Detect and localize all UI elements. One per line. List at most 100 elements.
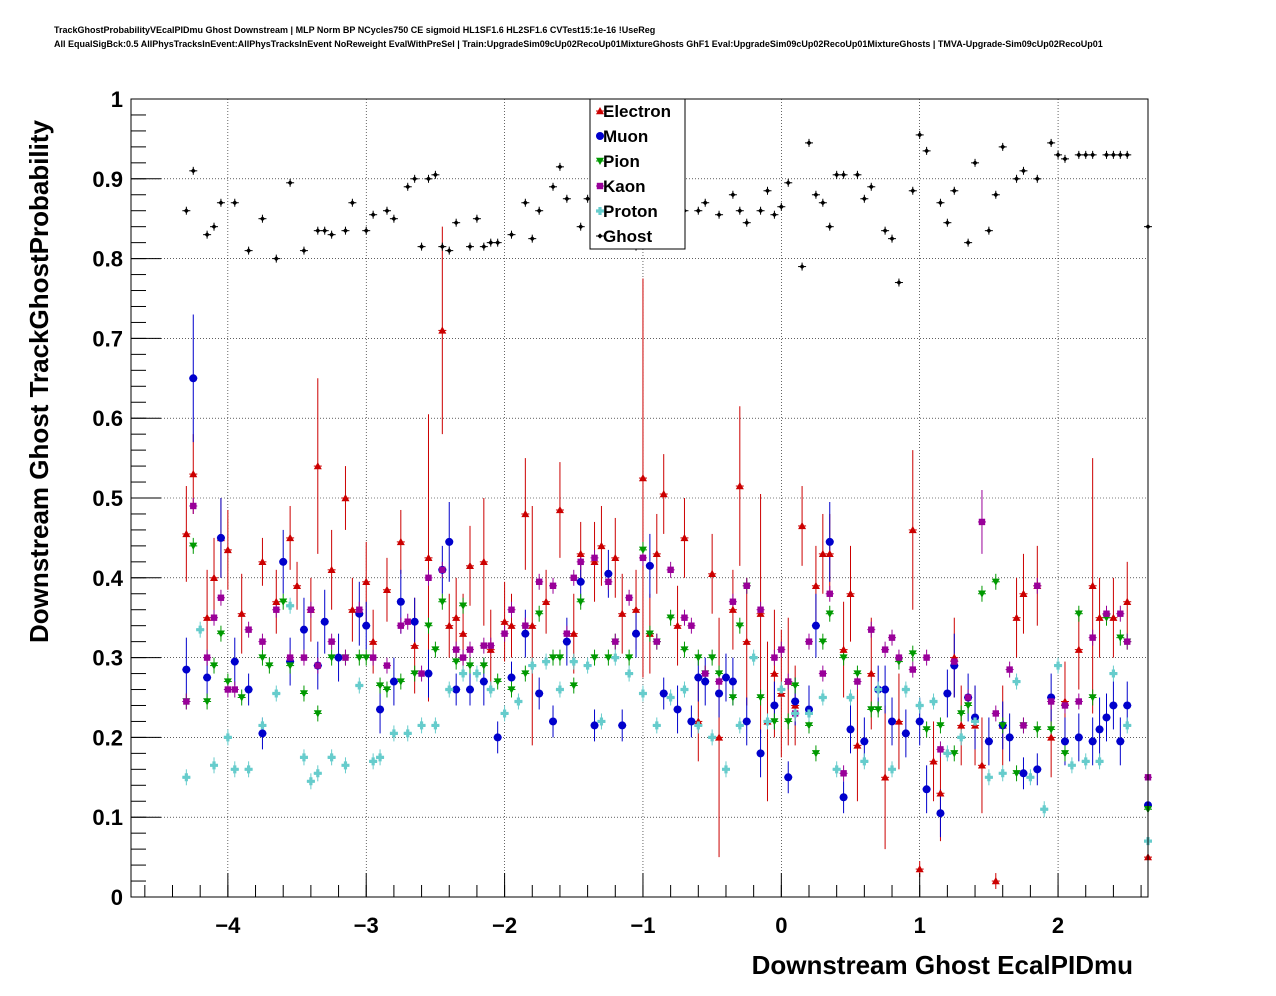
pion-point [811, 750, 820, 758]
electron-point [424, 553, 433, 562]
legend-marker-electron [596, 107, 604, 115]
pion-point [818, 638, 827, 646]
muon-point [396, 597, 405, 606]
electron-point [466, 561, 474, 570]
muon-point [590, 721, 599, 730]
ghost-point [425, 176, 432, 182]
proton-point [818, 693, 827, 702]
ghost-point [840, 172, 847, 178]
proton-point [652, 721, 661, 730]
pion-point [964, 702, 973, 710]
muon-point [673, 705, 682, 714]
ghost-point [917, 132, 923, 138]
proton-point [341, 761, 350, 770]
ghost-point [744, 220, 750, 226]
electron-point [991, 877, 1000, 885]
muon-point [479, 677, 488, 686]
electron-point [1012, 613, 1021, 621]
kaon-point [964, 694, 972, 701]
proton-point [486, 685, 495, 694]
pion-point [1033, 726, 1042, 734]
proton-point [286, 601, 295, 610]
electron-point [908, 525, 917, 534]
kaon-point [224, 686, 232, 693]
proton-point [763, 717, 772, 726]
pion-point [950, 750, 959, 758]
electron-point [839, 645, 848, 653]
muon-point [258, 729, 267, 738]
kaon-point [826, 590, 833, 597]
electron-point [881, 773, 890, 781]
kaon-point [328, 638, 335, 645]
muon-point [452, 685, 461, 694]
electron-point [348, 605, 357, 613]
kaon-point [951, 658, 958, 665]
muon-point [1102, 713, 1111, 722]
muon-point [888, 717, 897, 726]
proton-point [888, 765, 897, 774]
kaon-point [992, 710, 999, 717]
kaon-point [771, 654, 778, 661]
proton-point [832, 765, 841, 774]
muon-point [216, 533, 225, 542]
muon-point [811, 621, 820, 630]
legend-marker-muon [596, 132, 604, 140]
kaon-point [1020, 722, 1027, 729]
ghost-point [439, 244, 445, 250]
ghost-point [301, 248, 307, 254]
electron-point [708, 569, 717, 578]
ghost-point [813, 192, 819, 198]
muon-point [860, 737, 869, 746]
pion-point [237, 694, 246, 702]
kaon-point [466, 646, 474, 653]
ghost-point [232, 200, 238, 206]
ghost-point [861, 196, 867, 202]
kaon-point [1124, 638, 1131, 645]
proton-point [1123, 721, 1132, 730]
proton-point [638, 689, 647, 698]
electron-point [313, 462, 322, 470]
proton-point [998, 769, 1007, 778]
ghost-point [405, 184, 411, 190]
kaon-point [459, 654, 467, 661]
proton-point [874, 685, 883, 694]
kaon-point [667, 566, 674, 574]
proton-point [929, 697, 938, 706]
electron-point [327, 565, 336, 574]
kaon-point [439, 566, 446, 574]
proton-point [258, 721, 267, 730]
proton-point [210, 761, 219, 770]
pion-point [715, 670, 724, 678]
muon-point [984, 737, 993, 746]
kaon-point [937, 746, 944, 753]
kaon-point [501, 630, 508, 637]
proton-point [542, 657, 551, 666]
muon-point [791, 697, 800, 706]
kaon-point [653, 638, 660, 645]
electron-point [576, 549, 585, 558]
y-tick-label: 0.5 [92, 486, 123, 511]
pion-point [784, 718, 793, 726]
electron-point [189, 470, 198, 478]
pion-point [590, 654, 599, 662]
kaon-point [522, 622, 529, 629]
muon-point [770, 701, 779, 710]
muon-point [742, 717, 751, 726]
muon-point [728, 677, 737, 686]
electron-point [341, 494, 350, 502]
ghost-point [716, 212, 722, 218]
pion-point [645, 630, 654, 638]
kaon-point [681, 614, 688, 621]
pion-point [625, 654, 634, 662]
proton-point [984, 773, 993, 782]
electron-point [867, 669, 876, 677]
muon-point [1005, 733, 1014, 742]
ghost-point [564, 196, 570, 202]
muon-point [389, 677, 398, 686]
muon-point [846, 725, 855, 734]
pion-point [1012, 770, 1021, 778]
ghost-point [896, 279, 902, 286]
ghost-point [972, 160, 978, 166]
muon-point [784, 773, 793, 782]
ghost-point [190, 168, 196, 174]
